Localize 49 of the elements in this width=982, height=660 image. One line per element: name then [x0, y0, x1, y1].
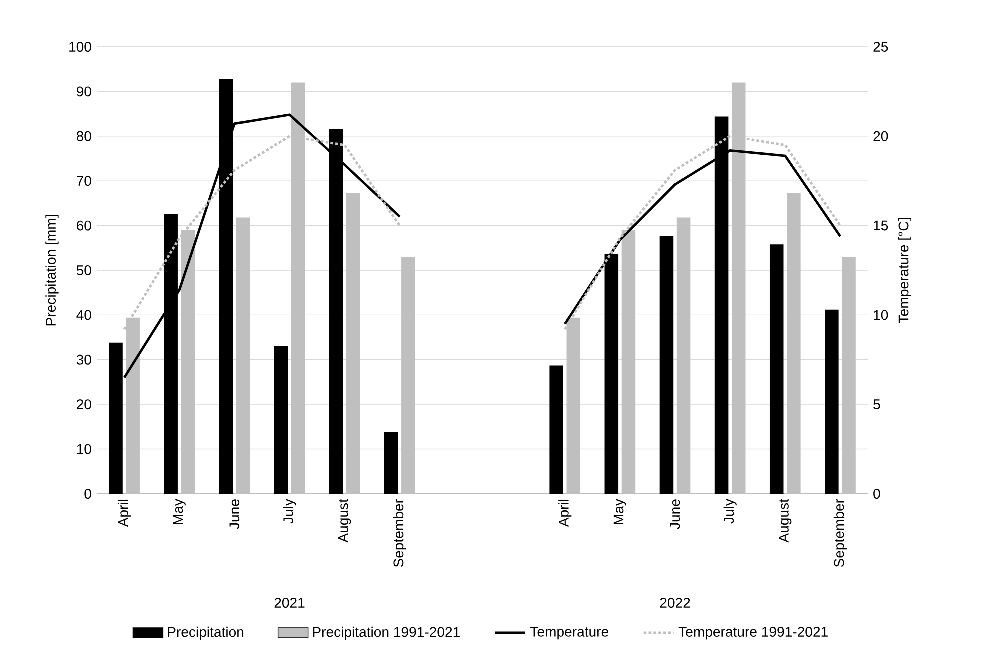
bar: [842, 257, 856, 494]
x-tick-label: August: [779, 499, 792, 543]
bar: [274, 346, 288, 494]
y-tick-label: 70: [77, 176, 92, 186]
x-tick-label: April: [118, 500, 132, 528]
y-axis-title: Precipitation [mm]: [46, 215, 59, 326]
y-tick-label: 20: [77, 400, 92, 410]
legend-label: Precipitation: [168, 626, 244, 640]
y2-tick-label: 15: [874, 220, 888, 231]
x-tick-label: September: [393, 499, 406, 568]
y-tick-label: 0: [84, 489, 92, 499]
y-tick-label: 90: [76, 86, 92, 97]
x-tick-label: April: [558, 500, 572, 528]
x-tick-label: July: [724, 499, 737, 524]
bar: [676, 218, 691, 494]
y2-tick-label: 0: [874, 489, 880, 499]
y2-axis-title: Temperature [°C]: [898, 218, 912, 324]
bar: [402, 257, 416, 494]
bar: [550, 366, 564, 494]
bar: [770, 244, 784, 494]
legend-label: Temperature 1991-2021: [678, 627, 828, 640]
y-tick-label: 40: [76, 310, 92, 320]
bar: [236, 218, 250, 494]
bar: [825, 310, 839, 494]
x-tick-label: June: [670, 500, 680, 530]
legend-label: Precipitation 1991-2021: [313, 626, 460, 640]
y-tick-label: 80: [76, 131, 92, 142]
text: 2021: [274, 598, 305, 608]
y2-tick-label: 5: [874, 400, 880, 410]
bar: [787, 193, 801, 494]
text: 2022: [660, 598, 690, 608]
bar: [346, 193, 360, 494]
y-tick-label: 30: [76, 354, 92, 365]
y2-tick-label: 25: [874, 42, 888, 52]
y-tick-label: 60: [77, 220, 92, 231]
y-tick-label: 50: [76, 266, 92, 276]
y-tick-label: 10: [77, 444, 92, 454]
bar: [660, 236, 674, 494]
y-tick-label: 100: [70, 42, 92, 52]
legend-label: Temperature: [530, 627, 608, 640]
x-tick-label: September: [834, 499, 848, 568]
x-tick-label: May: [173, 499, 186, 524]
x-tick-label: July: [283, 499, 296, 524]
x-tick-label: May: [614, 499, 626, 524]
x-tick-label: August: [338, 499, 352, 543]
y2-tick-label: 10: [874, 310, 888, 320]
y2-tick-label: 20: [874, 131, 888, 142]
bar: [384, 432, 398, 494]
x-tick-label: June: [230, 500, 240, 530]
